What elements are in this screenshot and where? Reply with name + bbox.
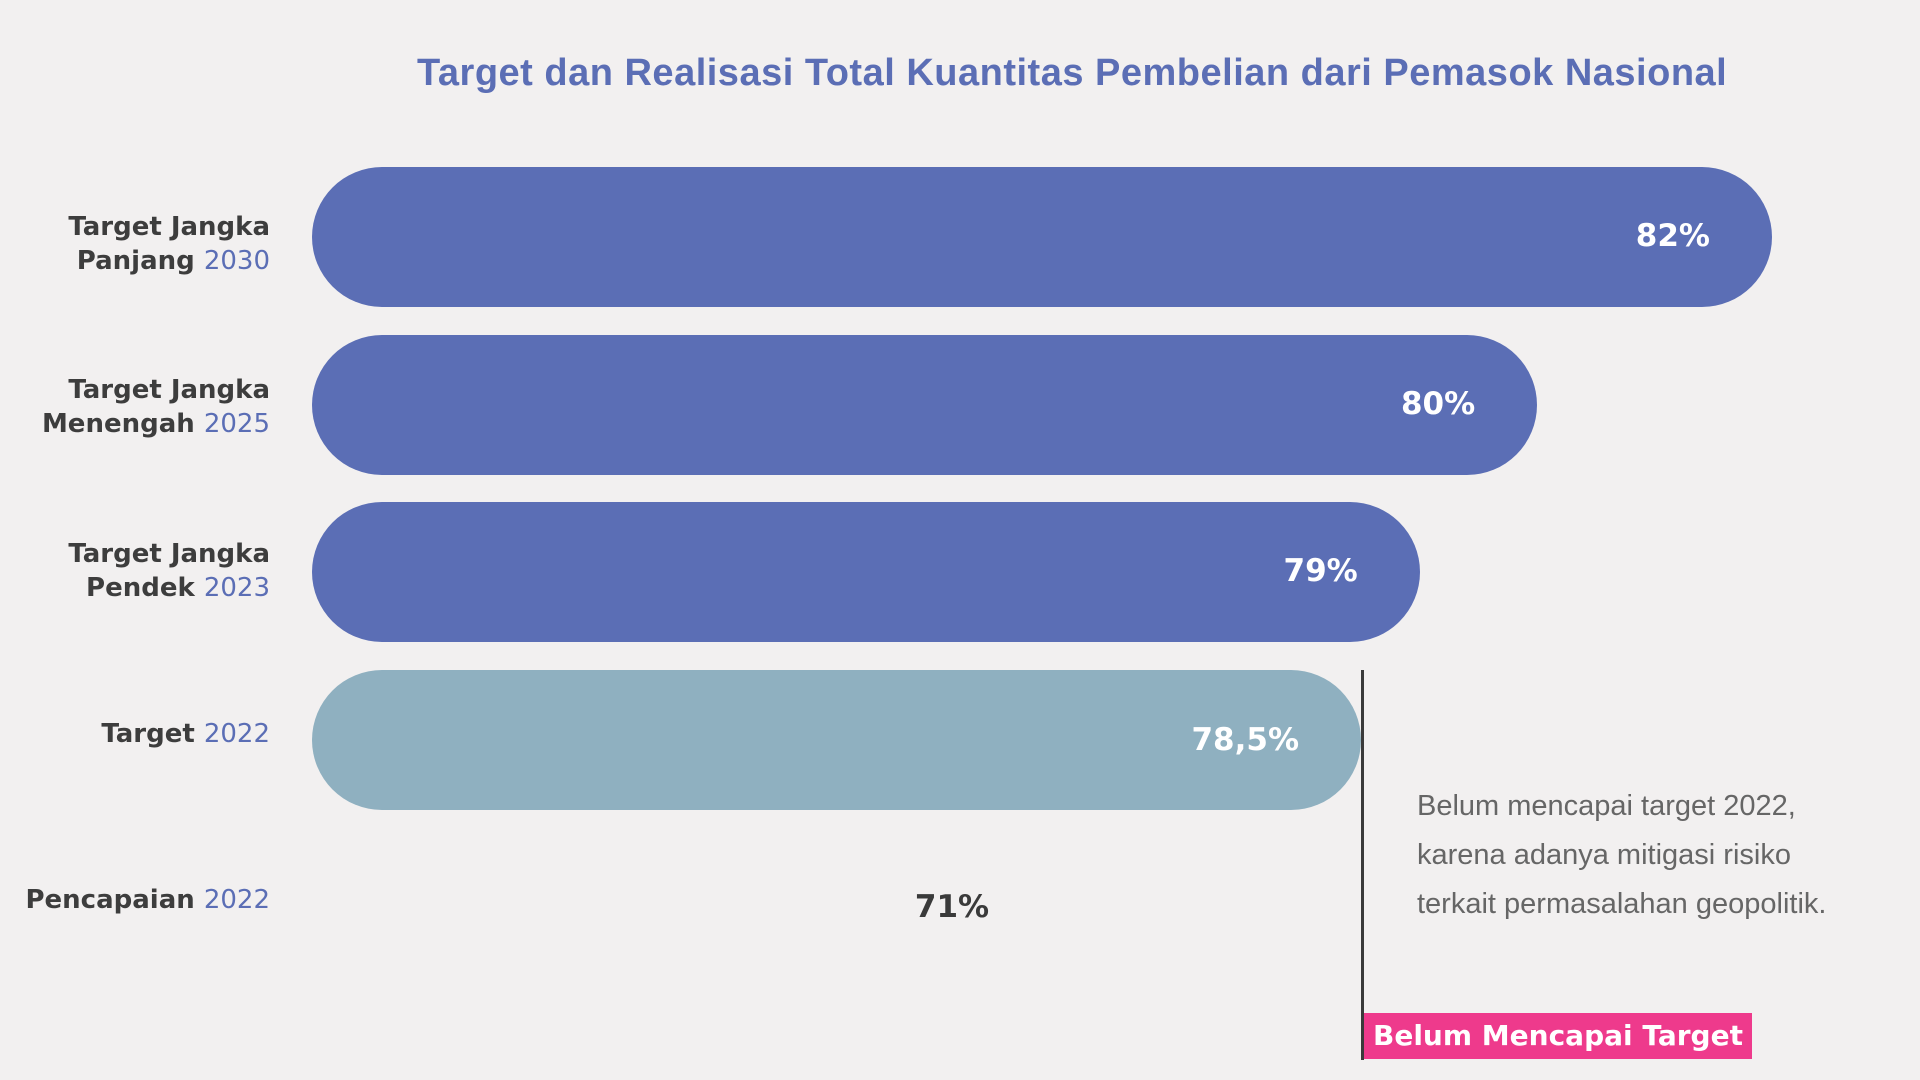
row-label-year: 2030 bbox=[203, 246, 270, 276]
annotation-note: Belum mencapai target 2022, karena adany… bbox=[1417, 790, 1827, 920]
row-label-short-term: Target Jangka Pendek 2023 bbox=[0, 537, 270, 605]
achievement-value-label: 71% bbox=[914, 889, 990, 925]
target-marker-line bbox=[1361, 670, 1364, 1060]
row-label-year: 2022 bbox=[203, 885, 270, 915]
row-label-text: Target Jangka Panjang bbox=[68, 212, 270, 276]
row-label-text: Target bbox=[101, 719, 195, 749]
row-label-mid-term: Target Jangka Menengah 2025 bbox=[0, 373, 270, 441]
row-label-text: Target Jangka Pendek bbox=[68, 539, 270, 603]
chart-title: Target dan Realisasi Total Kuantitas Pem… bbox=[417, 52, 1728, 94]
row-label-target-2022: Target 2022 bbox=[0, 717, 270, 751]
row-label-text: Target Jangka Menengah bbox=[41, 375, 270, 439]
row-label-long-term: Target Jangka Panjang 2030 bbox=[0, 210, 270, 278]
row-label-year: 2023 bbox=[203, 573, 270, 603]
row-label-achievement-2022: Pencapaian 2022 bbox=[0, 883, 270, 917]
bar-target-2022 bbox=[312, 670, 1361, 810]
bar-value-label: 78,5% bbox=[1191, 722, 1299, 758]
bar-value-label: 80% bbox=[1400, 386, 1476, 422]
row-label-year: 2025 bbox=[203, 409, 270, 439]
bar-value-label: 79% bbox=[1283, 553, 1358, 589]
row-label-year: 2022 bbox=[203, 719, 270, 749]
row-label-text: Pencapaian bbox=[25, 885, 195, 915]
bar-long-term bbox=[312, 167, 1772, 307]
bar-short-term bbox=[312, 502, 1420, 642]
bar-value-label: 82% bbox=[1635, 218, 1710, 254]
status-badge: Belum Mencapai Target bbox=[1364, 1013, 1752, 1059]
bar-mid-term bbox=[312, 335, 1538, 475]
